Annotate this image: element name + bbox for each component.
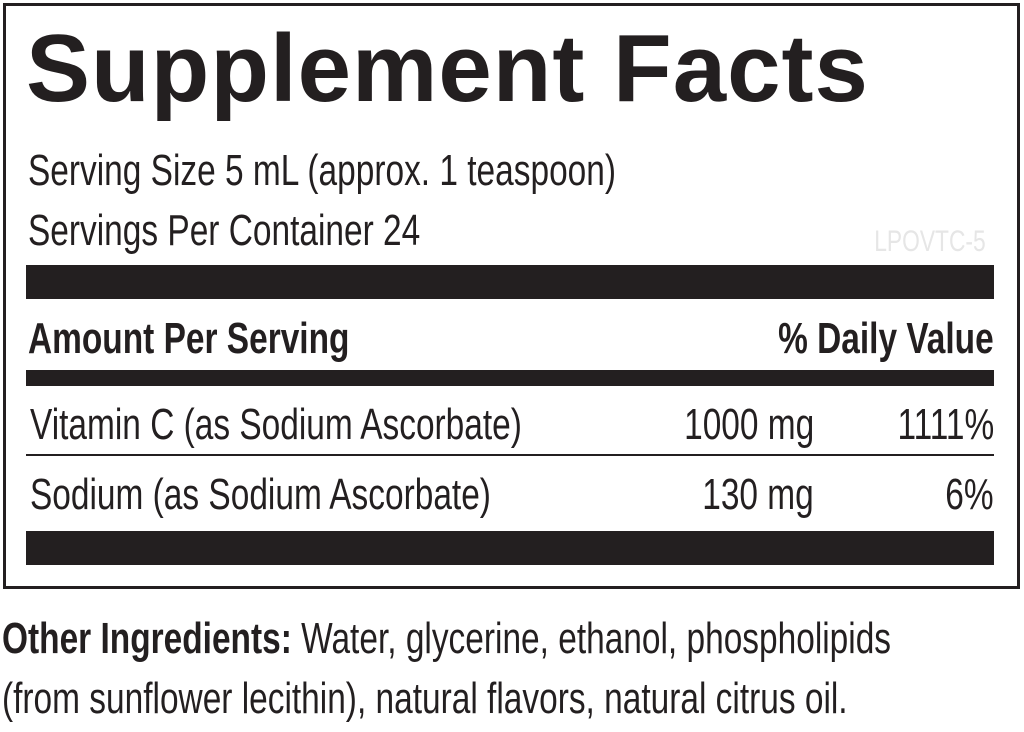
other-ingredients-line-2: (from sunflower lecithin), natural flavo…: [2, 674, 848, 723]
serving-size: Serving Size 5 mL (approx. 1 teaspoon): [28, 146, 617, 195]
nutrient-name: Sodium (as Sodium Ascorbate): [30, 470, 491, 519]
other-ingredients-label: Other Ingredients:: [2, 614, 292, 663]
other-ingredients-line-1: Other Ingredients: Water, glycerine, eth…: [2, 614, 891, 664]
nutrient-amount: 1000 mg: [683, 400, 814, 449]
other-ingredients-text: Water, glycerine, ethanol, phospholipids: [291, 614, 892, 663]
panel-title: Supplement Facts: [26, 15, 869, 122]
daily-value-header: % Daily Value: [778, 314, 994, 363]
thick-divider: [26, 265, 994, 299]
servings-per-container: Servings Per Container 24: [28, 206, 421, 255]
nutrient-amount: 130 mg: [702, 470, 814, 519]
medium-divider: [26, 370, 994, 386]
nutrient-dv: 1111%: [897, 400, 994, 449]
nutrient-name: Vitamin C (as Sodium Ascorbate): [30, 400, 522, 449]
supplement-facts-panel: [3, 3, 1020, 589]
product-code: LPOVTC-5: [874, 225, 986, 258]
thin-divider: [26, 454, 994, 456]
thick-divider: [26, 531, 994, 565]
amount-per-serving-header: Amount Per Serving: [28, 314, 350, 363]
nutrient-dv: 6%: [945, 470, 994, 519]
